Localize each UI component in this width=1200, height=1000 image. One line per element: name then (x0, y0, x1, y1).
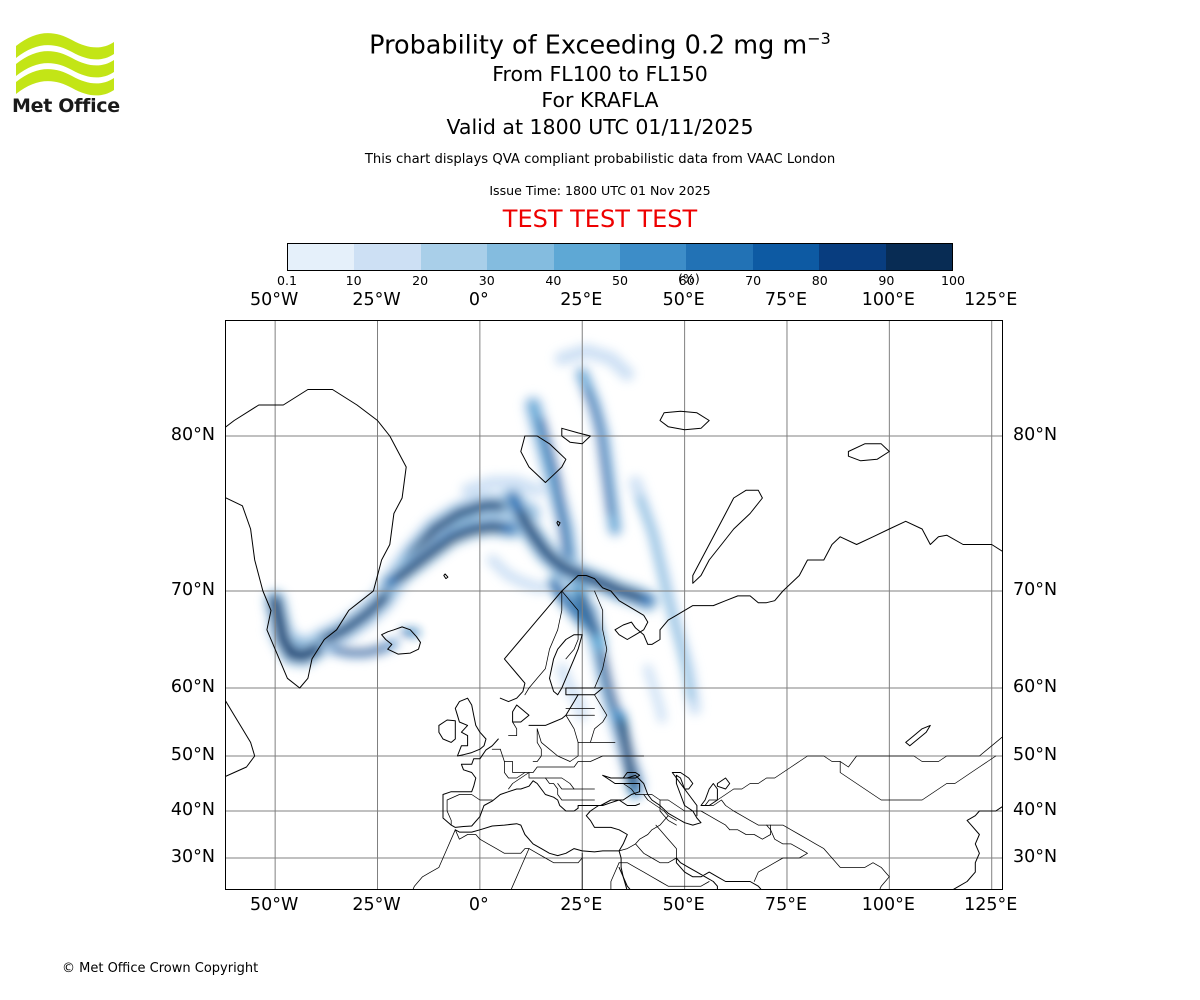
plume-band-34 (636, 494, 695, 702)
plume-band-32 (576, 591, 599, 636)
colorbar-gradient (287, 243, 953, 271)
lon-tick-top-25°W: 25°W (352, 290, 401, 310)
plume-band-6 (270, 596, 321, 661)
colorbar-band-1 (354, 244, 421, 270)
lat-tick-left-80°N: 80°N (170, 425, 215, 446)
volcano-name-line: For KRAFLA (541, 88, 659, 112)
colorbar-band-4 (553, 244, 621, 270)
colorbar-tick-40: 40 (545, 273, 562, 288)
lat-tick-left-60°N: 60°N (170, 677, 215, 698)
colorbar-band-3 (487, 244, 554, 270)
valid-time-line: Valid at 1800 UTC 01/11/2025 (446, 114, 754, 139)
lon-tick-top-25°E: 25°E (560, 290, 603, 310)
copyright-notice: © Met Office Crown Copyright (62, 961, 259, 976)
lon-tick-bottom-0°: 0° (468, 895, 489, 915)
colorbar-tick-20: 20 (412, 273, 429, 288)
test-banner: TEST TEST TEST (502, 205, 698, 233)
colorbar-band-6 (686, 244, 753, 270)
lon-tick-bottom-25°W: 25°W (352, 895, 401, 915)
colorbar-tick-90: 90 (878, 273, 895, 288)
colorbar-tick-labels: 0.1 10 20 30 40 50 60 70 80 90 100 (277, 273, 965, 291)
lon-tick-bottom-25°E: 25°E (560, 895, 603, 915)
chart-note: This chart displays QVA compliant probab… (364, 152, 836, 167)
lat-tick-right-30°N: 30°N (1013, 846, 1058, 867)
plume-band-36 (461, 476, 544, 497)
lat-tick-left-50°N: 50°N (170, 745, 215, 766)
colorbar-band-9 (885, 244, 953, 270)
lat-tick-right-70°N: 70°N (1013, 580, 1058, 600)
lon-tick-bottom-75°E: 75°E (764, 895, 808, 915)
colorbar-tick-50: 50 (611, 273, 629, 288)
logo-wordmark: Met Office (12, 95, 120, 115)
ash-plume-field (264, 343, 702, 799)
plume-band-37 (486, 554, 547, 594)
colorbar-tick-70: 70 (745, 273, 762, 288)
map-plot-area[interactable] (225, 320, 1003, 890)
plume-band-11 (400, 628, 420, 637)
page-title-text: Probability of Exceeding 0.2 mg m (369, 30, 808, 61)
logo-waves-icon (16, 33, 114, 96)
lat-tick-left-30°N: 30°N (170, 846, 215, 867)
colorbar-band-2 (420, 244, 488, 270)
lat-tick-left-70°N: 70°N (170, 580, 215, 600)
colorbar-tick-80: 80 (811, 273, 828, 288)
lat-tick-right-80°N: 80°N (1013, 425, 1058, 446)
plume-band-23 (517, 510, 644, 601)
page-title: Probability of Exceeding 0.2 mg m−3 (0, 24, 1200, 61)
lon-tick-top-50°E: 50°E (662, 290, 705, 310)
colorbar-band-7 (752, 244, 820, 270)
colorbar-tick-10: 10 (345, 273, 362, 288)
lat-tick-right-60°N: 60°N (1013, 677, 1058, 698)
met-office-logo: Met Office (10, 20, 120, 115)
colorbar-tick-30: 30 (478, 273, 495, 288)
title-block: Probability of Exceeding 0.2 mg m−3 From… (0, 24, 1200, 233)
colorbar-band-5 (620, 244, 687, 270)
colorbar-tick-100: 100 (940, 273, 966, 288)
plume-band-30 (617, 718, 638, 790)
plume-band-20 (583, 387, 614, 516)
map-gridlines (226, 321, 1002, 889)
plume-band-35 (554, 343, 635, 381)
page-title-exponent: −3 (807, 29, 831, 48)
colorbar-band-8 (819, 244, 886, 270)
lat-tick-right-50°N: 50°N (1013, 745, 1058, 766)
lat-tick-left-40°N: 40°N (170, 799, 215, 820)
colorbar-unit-label: (%) (678, 271, 700, 286)
lon-tick-top-75°E: 75°E (764, 290, 808, 310)
lat-tick-right-40°N: 40°N (1013, 799, 1058, 820)
lon-tick-top-100°E: 100°E (861, 290, 915, 310)
colorbar: 0.1 10 20 30 40 50 60 70 80 90 100 (277, 243, 965, 291)
plume-band-17 (538, 417, 573, 571)
lon-tick-bottom-125°E: 125°E (964, 895, 1018, 915)
lon-tick-top-0°: 0° (468, 290, 489, 310)
plume-band-9 (334, 646, 386, 655)
flight-level-line: From FL100 to FL150 (492, 61, 708, 86)
plume-band-39 (643, 664, 667, 724)
colorbar-band-0 (288, 244, 355, 270)
lon-tick-bottom-50°E: 50°E (662, 895, 705, 915)
colorbar-tick-0.1: 0.1 (276, 273, 298, 288)
lon-tick-top-125°E: 125°E (964, 290, 1018, 310)
lon-tick-top-50°W: 50°W (249, 290, 299, 310)
lon-tick-bottom-50°W: 50°W (249, 895, 299, 915)
issue-time: Issue Time: 1800 UTC 01 Nov 2025 (489, 183, 711, 198)
lon-tick-bottom-100°E: 100°E (861, 895, 915, 915)
map-coastlines (226, 389, 1002, 889)
plume-band-14 (394, 524, 504, 582)
colorbar-tick-60: 60 (678, 273, 695, 288)
